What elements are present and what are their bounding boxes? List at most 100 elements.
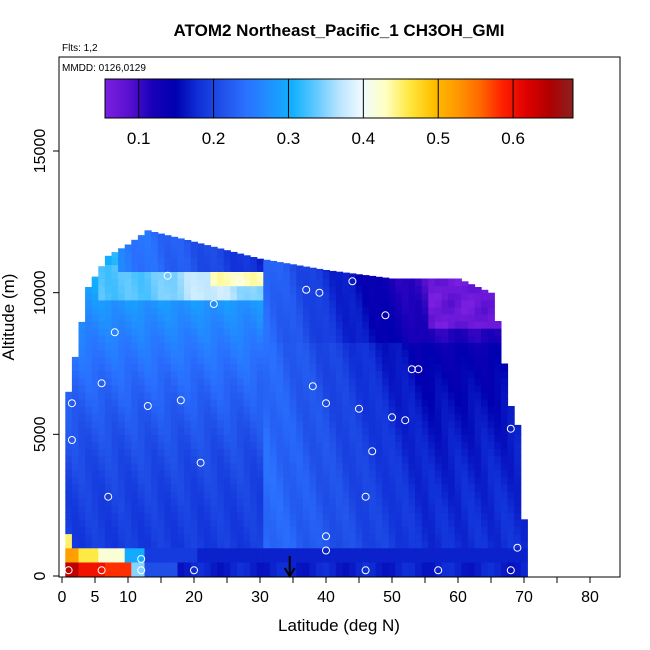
heatmap-cell bbox=[415, 377, 423, 386]
heatmap-cell bbox=[388, 469, 396, 478]
heatmap-cell bbox=[335, 328, 344, 336]
heatmap-cell bbox=[250, 455, 258, 464]
heatmap-cell bbox=[494, 335, 502, 343]
heatmap-cell bbox=[104, 561, 113, 570]
heatmap-cell bbox=[170, 406, 179, 414]
heatmap-cell bbox=[421, 321, 429, 329]
heatmap-cell bbox=[283, 519, 291, 527]
heatmap-cell bbox=[190, 285, 198, 294]
heatmap-cell bbox=[223, 561, 231, 570]
heatmap-cell bbox=[335, 271, 344, 280]
heatmap-cell bbox=[481, 289, 489, 294]
heatmap-cell bbox=[230, 491, 238, 499]
heatmap-cell bbox=[448, 441, 456, 450]
heatmap-cell bbox=[104, 512, 113, 520]
heatmap-cell bbox=[408, 483, 416, 492]
heatmap-cell bbox=[111, 476, 119, 485]
heatmap-cell bbox=[302, 299, 311, 308]
heatmap-cell bbox=[263, 526, 271, 535]
heatmap-cell bbox=[408, 476, 416, 485]
heatmap-cell bbox=[137, 434, 146, 442]
heatmap-cell bbox=[137, 299, 146, 308]
heatmap-cell bbox=[349, 526, 357, 535]
heatmap-cell bbox=[151, 321, 159, 329]
heatmap-cell bbox=[335, 519, 344, 527]
heatmap-cell bbox=[230, 519, 238, 527]
heatmap-cell bbox=[190, 313, 198, 322]
heatmap-cell bbox=[250, 264, 258, 272]
heatmap-cell bbox=[157, 568, 165, 577]
heatmap-cell bbox=[474, 292, 482, 301]
heatmap-cell bbox=[283, 384, 291, 393]
heatmap-cell bbox=[514, 519, 522, 527]
heatmap-cell bbox=[98, 406, 106, 414]
heatmap-cell bbox=[454, 285, 462, 294]
heatmap-cell bbox=[388, 299, 396, 308]
heatmap-cell bbox=[494, 321, 502, 329]
heatmap-cell bbox=[78, 554, 86, 563]
heatmap-cell bbox=[177, 498, 185, 506]
heatmap-cell bbox=[65, 406, 73, 414]
heatmap-cell bbox=[448, 483, 456, 492]
heatmap-cell bbox=[256, 427, 264, 435]
heatmap-cell bbox=[302, 420, 311, 428]
heatmap-cell bbox=[177, 512, 185, 520]
heatmap-cell bbox=[441, 406, 449, 414]
heatmap-cell bbox=[210, 328, 218, 336]
heatmap-cell bbox=[388, 306, 396, 315]
heatmap-cell bbox=[467, 491, 476, 499]
heatmap-cell bbox=[342, 342, 350, 350]
heatmap-cell bbox=[170, 377, 179, 386]
heatmap-cell bbox=[230, 377, 238, 386]
heatmap-cell bbox=[487, 391, 495, 400]
heatmap-cell bbox=[474, 491, 482, 499]
heatmap-cell bbox=[250, 342, 258, 350]
heatmap-cell bbox=[263, 328, 271, 336]
heatmap-cell bbox=[428, 420, 436, 428]
heatmap-cell bbox=[283, 306, 291, 315]
heatmap-cell bbox=[98, 526, 106, 535]
heatmap-cell bbox=[190, 547, 198, 556]
heatmap-cell bbox=[170, 335, 179, 343]
heatmap-cell bbox=[170, 292, 179, 301]
heatmap-cell bbox=[137, 285, 146, 294]
heatmap-cell bbox=[210, 462, 218, 471]
heatmap-cell bbox=[296, 278, 304, 287]
heatmap-cell bbox=[434, 554, 443, 563]
heatmap-cell bbox=[98, 483, 106, 492]
heatmap-cell bbox=[223, 356, 231, 365]
heatmap-cell bbox=[382, 413, 390, 421]
flight-point bbox=[137, 555, 146, 563]
heatmap-cell bbox=[329, 349, 337, 357]
heatmap-cell bbox=[349, 547, 357, 556]
heatmap-cell bbox=[170, 476, 179, 485]
heatmap-cell bbox=[322, 306, 330, 315]
heatmap-cell bbox=[487, 398, 495, 407]
heatmap-cell bbox=[276, 462, 284, 471]
heatmap-cell bbox=[342, 384, 350, 393]
heatmap-cell bbox=[296, 265, 304, 273]
heatmap-cell bbox=[368, 335, 377, 343]
heatmap-cell bbox=[230, 349, 238, 357]
heatmap-cell bbox=[349, 349, 357, 357]
heatmap-cell bbox=[448, 434, 456, 442]
heatmap-cell bbox=[500, 519, 509, 527]
heatmap-cell bbox=[421, 568, 429, 577]
heatmap-cell bbox=[85, 413, 93, 421]
heatmap-cell bbox=[309, 406, 317, 414]
heatmap-cell bbox=[269, 299, 278, 308]
heatmap-cell bbox=[434, 384, 443, 393]
heatmap-cell bbox=[454, 491, 462, 499]
heatmap-cell bbox=[118, 568, 126, 577]
heatmap-cell bbox=[335, 313, 344, 322]
heatmap-cell bbox=[256, 512, 264, 520]
heatmap-cell bbox=[382, 384, 390, 393]
heatmap-cell bbox=[276, 391, 284, 400]
heatmap-cell bbox=[98, 427, 106, 435]
heatmap-cell bbox=[395, 384, 403, 393]
heatmap-cell bbox=[415, 526, 423, 535]
flight-point bbox=[414, 365, 423, 374]
heatmap-cell bbox=[144, 469, 152, 478]
heatmap-cell bbox=[395, 469, 403, 478]
heatmap-cell bbox=[388, 328, 396, 336]
